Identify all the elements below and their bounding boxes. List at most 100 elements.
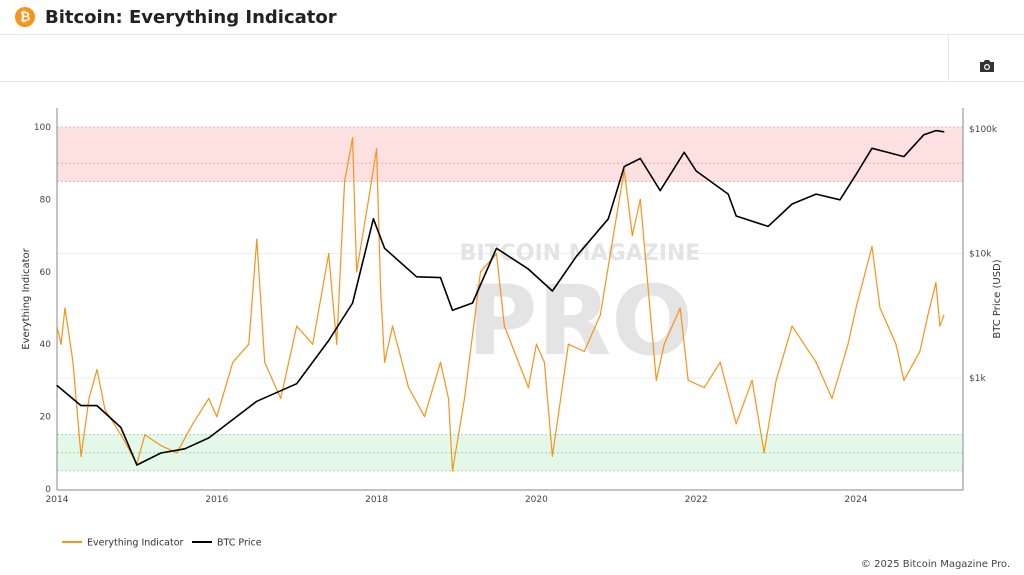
data-point [56, 325, 58, 327]
y-tick-label: 100 [34, 123, 51, 133]
data-point [471, 302, 474, 304]
watermark-pro: PRO [467, 265, 693, 377]
data-point [232, 361, 234, 363]
x-tick-label: 2024 [845, 495, 868, 505]
x-tick-label: 2018 [365, 495, 388, 505]
data-point [376, 148, 378, 150]
data-point [192, 423, 194, 425]
y2-tick-label: $1k [969, 374, 986, 384]
data-point [56, 384, 58, 387]
y-tick-label: 40 [40, 340, 52, 350]
data-point [551, 455, 553, 458]
data-point [383, 361, 386, 363]
data-point [368, 198, 370, 200]
data-point [439, 361, 442, 363]
data-point [767, 225, 769, 228]
data-point [791, 203, 793, 205]
data-point [248, 343, 250, 345]
y2-tick-label: $100k [969, 125, 998, 135]
data-point [551, 290, 553, 292]
data-point [939, 325, 941, 327]
data-point [336, 343, 338, 345]
data-point [160, 444, 162, 447]
data-point [479, 271, 482, 273]
bitcoin-logo-icon: ₿ [15, 7, 35, 27]
header: ₿ Bitcoin: Everything Indicator [0, 0, 1024, 35]
legend-label: Everything Indicator [87, 538, 184, 549]
data-point [60, 343, 62, 345]
data-point [423, 416, 426, 418]
data-point [503, 325, 506, 327]
data-point [296, 325, 298, 327]
y-tick-label: 0 [45, 485, 51, 495]
data-point [631, 235, 633, 237]
data-point [356, 271, 358, 273]
data-point [663, 343, 665, 345]
data-point [879, 307, 881, 309]
data-point [623, 165, 625, 168]
y-tick-label: 20 [40, 413, 52, 423]
x-tick-label: 2022 [685, 495, 708, 505]
data-point [328, 253, 330, 255]
x-tick-label: 2016 [205, 495, 228, 505]
data-point [407, 387, 410, 389]
data-point [463, 397, 466, 400]
data-point [855, 174, 857, 176]
data-point [615, 216, 617, 219]
data-point [639, 198, 641, 200]
data-point [176, 452, 178, 454]
data-point [104, 408, 106, 410]
data-point [791, 325, 793, 327]
data-point [144, 434, 146, 436]
data-point [735, 423, 737, 425]
data-point [695, 170, 697, 172]
data-point [64, 307, 66, 309]
data-point [567, 343, 569, 345]
data-point [847, 343, 849, 345]
y-tick-label: 60 [40, 268, 52, 278]
toolbar-divider [948, 35, 949, 81]
data-point [256, 238, 258, 240]
data-point [919, 350, 921, 353]
legend-label: BTC Price [217, 538, 262, 549]
data-point [855, 307, 857, 309]
data-point [607, 218, 609, 220]
data-point [80, 405, 82, 407]
data-point [895, 343, 897, 345]
data-point [120, 434, 122, 436]
data-point [256, 400, 258, 402]
x-tick-label: 2014 [46, 495, 69, 505]
data-point [923, 134, 925, 136]
y-axis-title: Everything Indicator [21, 247, 32, 349]
data-point [903, 156, 905, 158]
page-title: Bitcoin: Everything Indicator [45, 6, 337, 28]
data-point [543, 361, 545, 363]
data-point [352, 302, 354, 304]
y-tick-label: 80 [40, 195, 52, 205]
data-point [727, 193, 729, 195]
data-point [583, 350, 585, 353]
data-point [935, 130, 937, 132]
data-point [871, 147, 873, 149]
data-point [88, 397, 90, 400]
x-tick-label: 2020 [525, 495, 548, 505]
data-point [208, 437, 210, 439]
data-point [160, 452, 162, 454]
data-point [679, 307, 681, 309]
data-point [379, 289, 382, 291]
data-point [763, 452, 765, 454]
camera-icon[interactable] [979, 59, 995, 73]
data-point [208, 397, 210, 400]
data-point [136, 464, 138, 466]
data-point [719, 361, 721, 363]
data-point [703, 387, 705, 389]
data-point [871, 245, 873, 248]
data-point [943, 131, 945, 133]
data-point [352, 137, 354, 139]
data-point [927, 314, 929, 316]
data-point [72, 361, 74, 363]
data-point [683, 151, 685, 153]
data-point [687, 379, 689, 381]
data-point [439, 277, 442, 279]
